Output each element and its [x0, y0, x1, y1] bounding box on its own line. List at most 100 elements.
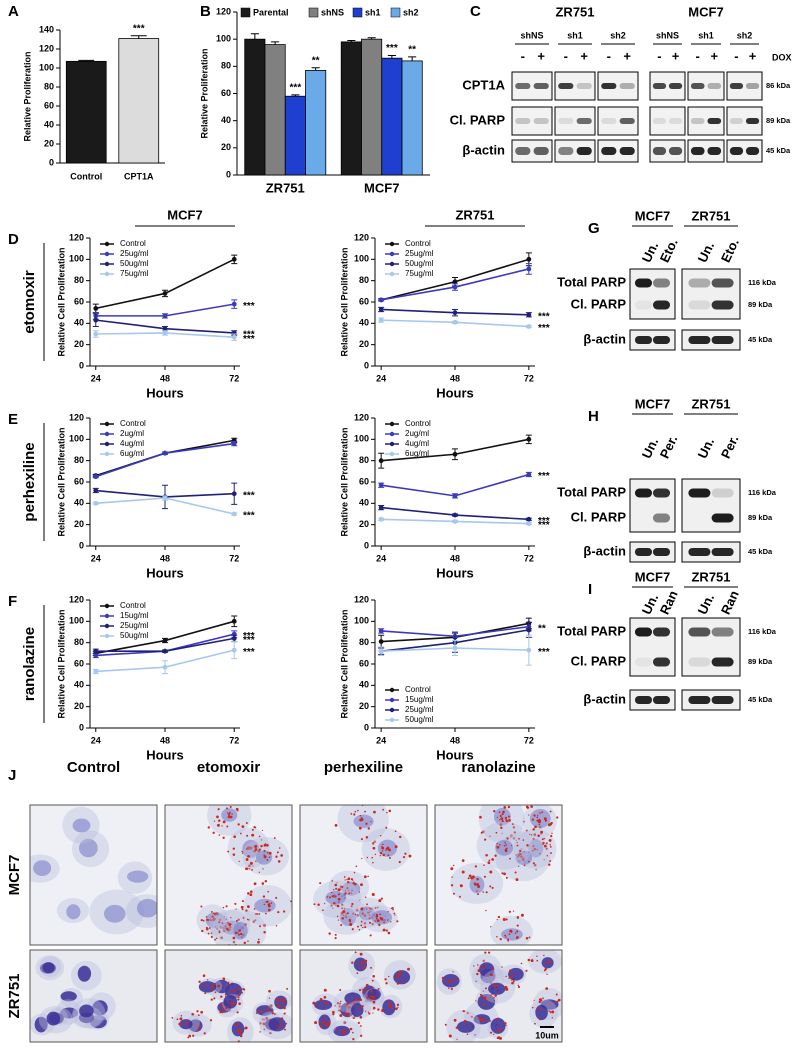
nucleus [256, 1005, 274, 1016]
blot-band [745, 83, 760, 89]
lipid-droplet [207, 919, 210, 921]
y-tick-label: 40 [74, 498, 84, 508]
lipid-droplet [499, 814, 502, 818]
lipid-droplet [479, 965, 482, 968]
nucleus [541, 957, 554, 969]
lipid-droplet [548, 863, 551, 866]
y-tick-label: 60 [74, 476, 84, 486]
y-tick-label: 120 [69, 412, 84, 422]
legend-marker [104, 251, 110, 257]
lipid-droplet [230, 917, 232, 919]
error-bar [347, 40, 356, 42]
lipid-droplet [381, 1009, 384, 1012]
scale-bar-label: 10um [535, 1030, 559, 1040]
lipid-droplet [280, 1017, 284, 1020]
x-tick-label: 72 [229, 735, 239, 745]
lipid-droplet [330, 904, 333, 907]
lipid-droplet [352, 882, 354, 885]
blot-band [619, 83, 635, 89]
blot-band [711, 657, 734, 667]
lipid-droplet [337, 919, 340, 921]
legend-marker [389, 421, 395, 427]
lipid-droplet [345, 914, 348, 916]
y-tick-label: 20 [359, 519, 369, 529]
lipid-droplet [237, 810, 239, 812]
lipid-droplet [496, 845, 500, 849]
blot-band [688, 696, 711, 704]
point [162, 313, 168, 319]
lipid-droplet [263, 849, 266, 852]
lipid-droplet [494, 994, 497, 997]
y-axis-label: Relative Cell Proliferation [339, 247, 349, 356]
lipid-droplet [358, 899, 361, 901]
lipid-droplet [501, 799, 502, 800]
annotation: ** [408, 44, 416, 55]
bar [264, 44, 286, 176]
treatment-label: ranolazine [21, 627, 38, 701]
lipid-droplet [508, 910, 511, 913]
point [231, 441, 237, 446]
lipid-droplet [290, 900, 292, 903]
legend-marker [104, 441, 110, 447]
lipid-droplet [539, 1018, 541, 1021]
lipid-droplet [408, 854, 412, 858]
lipid-droplet [374, 853, 377, 856]
error-bar [271, 41, 280, 45]
nucleus [477, 993, 496, 1010]
lipid-droplet [331, 891, 333, 894]
lipid-droplet [346, 886, 349, 890]
blot-band [688, 278, 711, 288]
column-heading: Control [67, 759, 120, 776]
lipid-droplet [485, 891, 488, 894]
point [378, 317, 384, 323]
lipid-droplet [544, 967, 548, 971]
lane-label: Un. [695, 435, 717, 460]
lipid-droplet [254, 827, 257, 829]
lipid-droplet [211, 985, 215, 989]
cell-line-label: ZR751 [691, 569, 730, 584]
lipid-droplet [229, 805, 232, 808]
blot-band [634, 300, 653, 310]
lipid-droplet [340, 924, 343, 927]
lipid-droplet [218, 918, 222, 922]
y-tick-label: 0 [364, 722, 369, 732]
point [231, 511, 237, 517]
lipid-droplet [382, 928, 386, 932]
lipid-droplet [484, 838, 487, 841]
lipid-droplet [519, 849, 522, 852]
point [526, 472, 532, 477]
lipid-droplet [198, 980, 201, 983]
annotation: *** [538, 311, 550, 322]
lane-label: Ran [657, 588, 681, 617]
cell-line-label: ZR751 [691, 396, 730, 411]
column-heading: MCF7 [167, 207, 202, 222]
lipid-droplet [234, 996, 236, 998]
y-tick-label: 40 [74, 318, 84, 328]
lipid-droplet [284, 1028, 286, 1031]
lipid-droplet [252, 920, 256, 923]
lipid-droplet [241, 936, 243, 938]
lipid-droplet [517, 837, 520, 840]
lipid-droplet [355, 800, 356, 801]
lipid-droplet [232, 853, 236, 856]
lipid-droplet [200, 1010, 204, 1014]
point [231, 636, 237, 641]
lipid-droplet [227, 815, 231, 819]
lipid-droplet [249, 861, 253, 865]
lipid-droplet [550, 821, 553, 825]
panel-label: E [8, 411, 18, 428]
legend-swatch [240, 7, 251, 18]
point [231, 618, 237, 624]
lipid-droplet [556, 816, 559, 819]
legend-marker [389, 451, 395, 457]
lipid-droplet [245, 822, 248, 824]
blot-band [634, 278, 653, 288]
lipid-droplet [343, 1011, 346, 1014]
lipid-droplet [265, 912, 267, 915]
y-tick-label: 0 [364, 540, 369, 550]
point [378, 628, 384, 634]
lipid-droplet [461, 859, 465, 862]
nucleus [198, 981, 217, 993]
lipid-droplet [249, 846, 252, 849]
lipid-droplet [371, 979, 374, 982]
